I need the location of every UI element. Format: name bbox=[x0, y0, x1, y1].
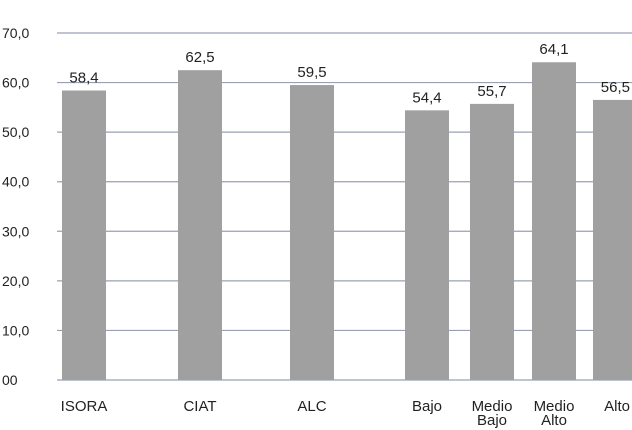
category-label: ALC bbox=[297, 398, 326, 415]
value-label: 56,5 bbox=[601, 79, 630, 96]
category-label: Alto bbox=[541, 412, 567, 429]
bar bbox=[593, 99, 632, 381]
y-tick-label: 50,0 bbox=[2, 124, 29, 140]
y-tick-label: 60,0 bbox=[2, 75, 29, 91]
value-label: 54,4 bbox=[412, 89, 441, 106]
category-label: Medio bbox=[472, 398, 513, 415]
category-label: Bajo bbox=[477, 412, 507, 429]
value-labels: 58,4 62,5 59,5 54,4 55,7 64,1 56,5 bbox=[69, 41, 630, 106]
category-label: Bajo bbox=[412, 398, 442, 415]
bar bbox=[405, 110, 449, 381]
value-label: 62,5 bbox=[185, 49, 214, 66]
category-label: Medio bbox=[534, 398, 575, 415]
bar bbox=[178, 70, 222, 380]
y-tick-label: 00 bbox=[2, 372, 18, 388]
y-tick-label: 70,0 bbox=[2, 25, 29, 41]
category-label: ISORA bbox=[61, 398, 108, 415]
value-label: 64,1 bbox=[539, 41, 568, 58]
y-axis: 00 10,0 20,0 30,0 40,0 50,0 60,0 70,0 bbox=[2, 25, 29, 388]
bar bbox=[532, 62, 576, 381]
category-label: CIAT bbox=[183, 398, 216, 415]
value-label: 59,5 bbox=[297, 64, 326, 81]
category-label: Alto bbox=[604, 398, 630, 415]
y-tick-label: 40,0 bbox=[2, 174, 29, 190]
y-tick-label: 20,0 bbox=[2, 273, 29, 289]
bar bbox=[62, 90, 106, 380]
bar bbox=[470, 103, 514, 380]
bar bbox=[290, 85, 334, 381]
y-tick-label: 10,0 bbox=[2, 322, 29, 338]
value-label: 55,7 bbox=[477, 83, 506, 100]
y-tick-label: 30,0 bbox=[2, 223, 29, 239]
bars bbox=[62, 62, 632, 381]
gridlines bbox=[57, 32, 632, 381]
value-label: 58,4 bbox=[69, 70, 98, 87]
